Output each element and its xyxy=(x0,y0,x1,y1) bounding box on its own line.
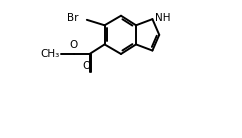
Text: O: O xyxy=(82,61,90,71)
Text: O: O xyxy=(70,40,78,50)
Text: NH: NH xyxy=(155,13,171,23)
Text: CH₃: CH₃ xyxy=(40,49,60,59)
Text: Br: Br xyxy=(67,13,79,23)
